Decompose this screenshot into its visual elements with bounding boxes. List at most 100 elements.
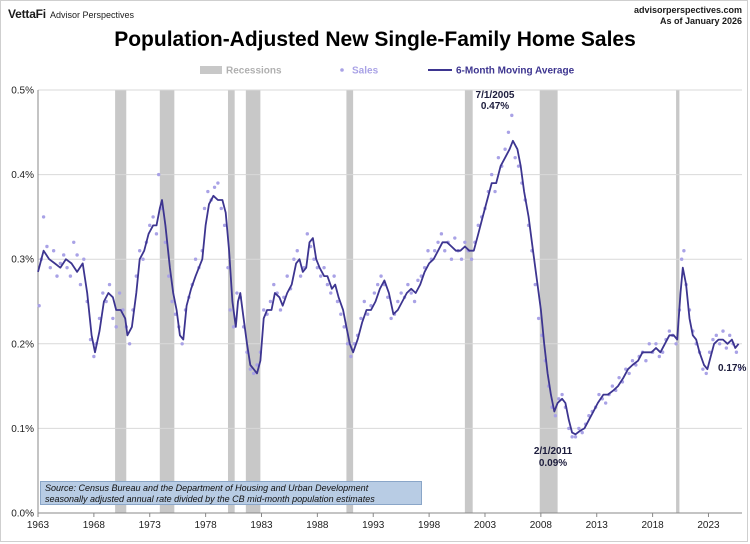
sales-point <box>399 291 403 295</box>
sales-point <box>154 232 159 236</box>
source-note-line-2: seasonally adjusted annual rate divided … <box>45 494 375 504</box>
sales-point <box>603 401 608 405</box>
annotation-peak-date: 7/1/2005 <box>476 90 515 101</box>
x-tick-label: 1993 <box>362 520 385 531</box>
sales-point <box>667 329 672 333</box>
annotation-latest-value: 0.17% <box>718 363 746 374</box>
sales-point <box>51 249 56 253</box>
sales-point <box>202 206 207 211</box>
x-tick-label: 1998 <box>418 520 441 531</box>
site-info: advisorperspectives.com As of January 20… <box>634 5 742 27</box>
sales-point <box>262 308 266 312</box>
sales-point <box>97 316 102 321</box>
sales-point <box>389 316 393 321</box>
y-tick-label: 0.3% <box>11 255 34 266</box>
sales-point <box>510 113 514 118</box>
recession-band-2 <box>227 90 235 513</box>
sales-point <box>362 299 366 304</box>
sales-point <box>426 249 430 253</box>
sales-point <box>117 291 122 295</box>
sales-point <box>704 371 708 376</box>
sales-point <box>627 371 631 376</box>
sales-point <box>439 232 444 236</box>
sales-point <box>707 350 712 354</box>
sales-point <box>536 316 541 321</box>
sales-point <box>560 392 564 397</box>
sales-point <box>292 257 296 261</box>
sales-point <box>610 384 615 388</box>
sales-point <box>137 249 142 253</box>
sales-point <box>345 342 350 346</box>
sales-point <box>180 342 184 346</box>
sales-point <box>219 206 223 211</box>
sales-point <box>82 257 86 261</box>
sales-point <box>325 282 330 287</box>
sales-point <box>48 265 52 270</box>
sales-point <box>329 291 333 295</box>
sales-point <box>717 342 722 346</box>
sales-point <box>679 257 684 261</box>
sales-point <box>630 359 635 363</box>
sales-point <box>432 249 437 253</box>
sales-point <box>516 164 521 168</box>
sales-point <box>78 282 83 287</box>
sales-point <box>372 291 377 295</box>
chart-title: Population-Adjusted New Single-Family Ho… <box>114 28 636 51</box>
x-tick-label: 2018 <box>641 520 664 531</box>
sales-point <box>376 282 380 287</box>
sales-point <box>55 274 59 278</box>
legend-label-moving-average: 6-Month Moving Average <box>456 66 575 77</box>
sales-point <box>469 257 474 261</box>
sales-point <box>597 392 601 397</box>
sales-point <box>101 291 105 295</box>
sales-point <box>312 257 316 261</box>
sales-point <box>577 426 581 431</box>
sales-point <box>416 278 420 283</box>
sales-point <box>170 299 174 304</box>
sales-point <box>107 282 112 287</box>
sales-point <box>216 181 220 185</box>
sales-point <box>379 274 383 278</box>
sales-point <box>114 325 118 329</box>
recession-band-5 <box>464 90 473 513</box>
sales-point <box>319 274 323 278</box>
legend-label-recessions: Recessions <box>226 66 282 77</box>
sales-point <box>335 299 340 304</box>
sales-point <box>235 291 239 295</box>
sales-point <box>251 371 256 376</box>
sales-point <box>359 316 363 321</box>
sales-point <box>222 223 227 228</box>
sales-point <box>193 257 198 261</box>
y-tick-label: 0.0% <box>11 509 34 520</box>
x-tick-label: 2023 <box>697 520 720 531</box>
recession-band-7 <box>676 90 680 513</box>
sales-point <box>272 282 276 287</box>
sales-point <box>493 189 497 194</box>
sales-point <box>459 257 464 261</box>
sales-point <box>409 291 413 295</box>
source-note: Source: Census Bureau and the Department… <box>40 481 422 505</box>
sales-point <box>151 215 155 219</box>
sales-point <box>167 274 171 278</box>
sales-point <box>734 350 739 354</box>
x-tick-label: 1978 <box>194 520 217 531</box>
sales-point <box>156 172 161 177</box>
recession-band-1 <box>159 90 175 513</box>
sales-point <box>738 367 742 371</box>
sales-point <box>315 265 320 270</box>
sales-point <box>45 244 49 249</box>
sales-point <box>231 325 236 329</box>
legend-label-sales: Sales <box>352 66 379 77</box>
sales-point <box>58 261 63 266</box>
sales-point <box>533 282 537 287</box>
annotation-peak-value: 0.47% <box>481 101 509 112</box>
x-tick-label: 1963 <box>27 520 50 531</box>
legend-swatch-recessions <box>200 66 222 74</box>
sales-point <box>226 265 230 270</box>
x-tick-label: 1968 <box>83 520 106 531</box>
sales-point <box>701 367 705 371</box>
sales-point <box>557 397 561 401</box>
sales-point <box>647 342 651 346</box>
